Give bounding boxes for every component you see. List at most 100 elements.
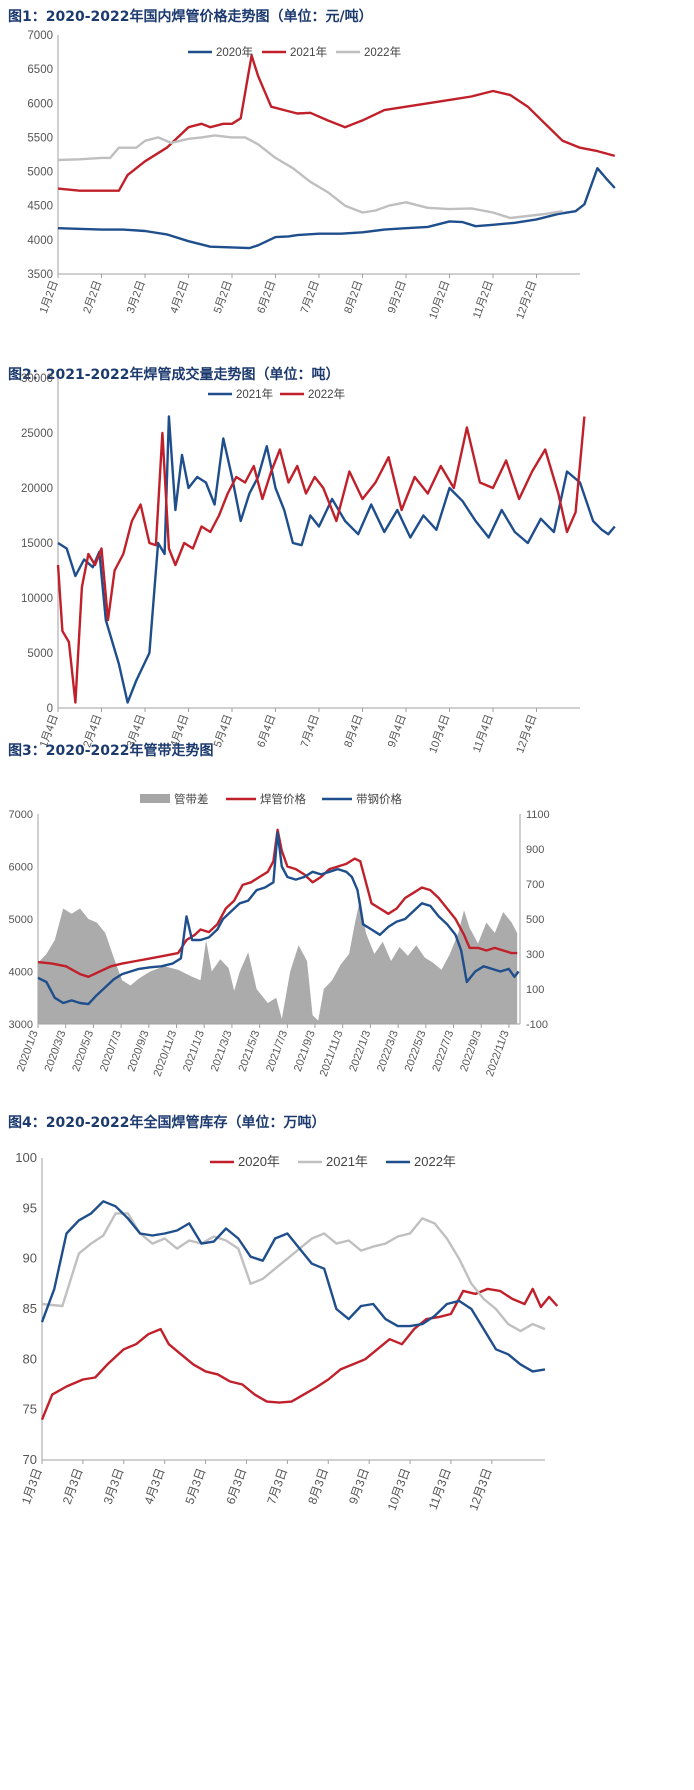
x-tick-label: 5月3日 [182,1466,208,1506]
x-tick-label: 2021/5/3 [237,1029,263,1073]
chart-3-svg: 7000 6000 5000 4000 3000 1100 900 700 500 300 100 -… [9,792,550,1078]
x-tick-label: 12月2日 [514,279,539,321]
legend-label: 管带差 [174,792,209,806]
x-tick-label: 2月3日 [60,1466,86,1506]
legend-label: 带钢价格 [356,792,402,806]
x-tick-label: 6月3日 [223,1466,249,1506]
x-tick-label: 2020/11/3 [152,1029,180,1078]
x-tick-label: 2021/1/3 [181,1029,207,1073]
y-tick-label: 6000 [9,862,33,874]
series-line-0 [57,167,616,250]
y-tick-label: 6000 [27,98,53,110]
x-tick-label: 4月2日 [168,279,191,315]
x-tick-label: 2022/9/3 [458,1029,484,1073]
y-tick-label: 90 [23,1251,37,1266]
y-tick-label: 5000 [27,648,53,660]
x-tick-label: 2020/1/3 [15,1029,41,1073]
y-tick-label: 0 [47,703,53,715]
x-tick-label: 11月2日 [471,279,496,320]
panel-chart-4: 图4：2020-2022年全国焊管库存（单位：万吨） 100 95 90 85 80 75… [0,1102,694,1790]
chart-4-title: 图4：2020-2022年全国焊管库存（单位：万吨） [8,1115,326,1131]
x-tick-label: 11月3日 [426,1466,454,1511]
x-tick-label: 8月3日 [305,1466,331,1506]
y-right-tick-label: 700 [526,879,544,891]
y-tick-label: 3500 [27,269,53,281]
chart-1-title: 图1：2020-2022年国内焊管价格走势图（单位：元/吨） [8,9,373,25]
legend-label: 2022年 [414,1154,456,1169]
x-tick-label: 2020/5/3 [70,1029,96,1073]
x-tick-label: 2021/3/3 [209,1029,235,1073]
series-line-0 [37,828,518,978]
y-tick-label: 10000 [21,593,53,605]
x-tick-label: 9月3日 [346,1466,372,1506]
legend-swatch-area [140,794,170,803]
chart-3-title: 图3：2020-2022年管带走势图 [8,743,214,759]
x-tick-label: 2020/9/3 [126,1029,152,1073]
y-tick-label: 25000 [21,428,53,440]
y-tick-label: 20000 [21,483,53,495]
x-tick-label: 6月2日 [255,279,278,315]
x-tick-label: 3月2日 [125,279,148,315]
x-tick-label: 12月3日 [466,1466,494,1512]
x-tick-label: 2022/5/3 [403,1029,429,1073]
y-tick-label: 70 [23,1452,37,1467]
y-tick-label: 5500 [27,132,53,144]
series-line-2 [40,1200,546,1373]
x-tick-label: 2020/7/3 [98,1029,124,1073]
series-line-0 [40,1287,559,1421]
x-tick-label: 4月3日 [142,1466,168,1506]
x-tick-label: 3月3日 [101,1466,127,1506]
y-tick-label: 7000 [9,809,33,821]
y-tick-label: 30000 [21,373,53,385]
x-tick-label: 10月3日 [385,1466,413,1512]
y-tick-label: 85 [23,1301,37,1316]
series-line-1 [56,416,586,704]
chart-2-title: 图2：2021-2022年焊管成交量走势图（单位：吨） [8,367,340,383]
x-tick-label: 2022/3/3 [375,1029,401,1073]
y-right-tick-label: 300 [526,949,544,961]
x-tick-label: 1月3日 [19,1466,45,1506]
series-line-1 [57,54,616,192]
y-tick-label: 3000 [9,1019,33,1031]
x-tick-label: 5月2日 [212,279,235,315]
legend-label: 2020年 [238,1154,280,1169]
y-tick-label: 75 [23,1402,37,1417]
panel-chart-1: 图1：2020-2022年国内焊管价格走势图（单位：元/吨） 7000 6500 6… [0,0,694,356]
y-tick-label: 4500 [27,201,53,213]
y-tick-label: 5000 [9,914,33,926]
x-tick-label: 10月2日 [427,279,452,321]
area-series-guandaicha [38,898,518,1024]
y-right-tick-label: 900 [526,844,544,856]
legend-label: 2021年 [326,1154,368,1169]
legend-label: 2022年 [308,387,345,401]
y-tick-label: 6500 [27,64,53,76]
x-tick-label: 2022/1/3 [347,1029,373,1073]
panel-chart-3: 图3：2020-2022年管带走势图 7000 6000 5000 4000 3000 1… [0,732,694,1102]
x-tick-label: 7月3日 [264,1466,290,1506]
y-tick-label: 4000 [27,235,53,247]
y-tick-label: 95 [23,1200,37,1215]
x-tick-label: 9月2日 [386,279,409,315]
series-line-0 [57,415,616,704]
legend-label: 2022年 [364,45,401,59]
series-line-1 [41,1212,546,1333]
panel-chart-2: 图2：2021-2022年焊管成交量走势图（单位：吨） 30000 25000 20… [0,356,694,755]
legend-label: 2021年 [290,45,327,59]
x-tick-label: 2022/11/3 [484,1029,512,1078]
x-tick-label: 7月2日 [299,279,322,315]
y-right-tick-label: 1100 [526,809,550,821]
legend-label: 2020年 [216,45,253,59]
y-tick-label: 4000 [9,967,33,979]
y-tick-label: 80 [23,1351,37,1366]
y-tick-label: 7000 [27,30,53,42]
x-tick-label: 1月2日 [38,279,61,315]
y-tick-label: 15000 [21,538,53,550]
y-tick-label: 100 [15,1150,37,1165]
y-right-tick-label: 500 [526,914,544,926]
y-right-tick-label: -100 [526,1019,548,1031]
x-tick-label: 2021/11/3 [318,1029,346,1078]
series-line-2 [57,134,563,220]
series-line-1 [37,831,520,1006]
